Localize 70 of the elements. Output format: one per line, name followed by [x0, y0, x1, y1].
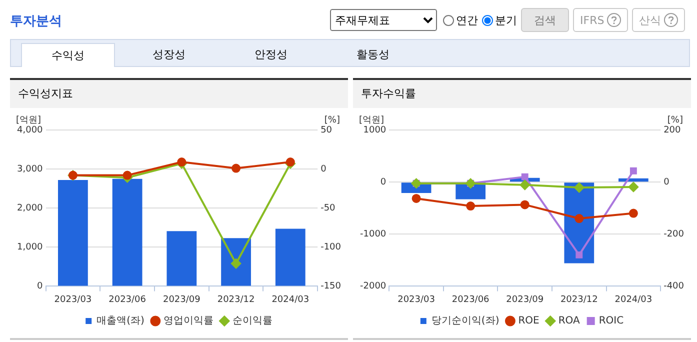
point — [628, 208, 638, 218]
x-tick-label: 2024/03 — [614, 294, 652, 305]
bar — [275, 228, 306, 286]
chart-title: 수익성지표 — [10, 80, 348, 108]
bar — [112, 178, 142, 286]
point — [574, 214, 584, 224]
y-tick-label: 0 — [380, 177, 386, 188]
y-tick-label: 1,000 — [17, 242, 44, 252]
legend-label: 당기순이익(좌) — [431, 316, 500, 327]
text: 수익성 — [21, 43, 115, 67]
text: 검색 — [521, 8, 569, 32]
point — [232, 164, 241, 173]
x-tick-label: 2023/03 — [398, 294, 435, 305]
y2-tick-label: -150 — [320, 282, 342, 292]
x-tick-label: 2023/12 — [217, 294, 255, 305]
text: 성장성 — [152, 47, 186, 63]
y-tick-label: -1000 — [360, 229, 386, 240]
legend-label: 영업이익률 — [163, 316, 214, 327]
y2-tick-label: 200 — [664, 125, 682, 136]
y-axis-title: [억원] — [359, 115, 384, 126]
x-tick-label: 2023/09 — [506, 294, 544, 305]
y2-axis-title: [%] — [667, 115, 683, 126]
legend-label: 매출액(좌) — [96, 316, 144, 327]
legend-label: ROA — [558, 316, 580, 327]
legend-label: ROIC — [598, 316, 624, 327]
y2-tick-label: 0 — [664, 177, 670, 188]
y2-tick-label: 50 — [320, 125, 332, 136]
point — [466, 202, 476, 211]
x-tick-label: 2023/03 — [54, 294, 92, 305]
text: IFRS — [573, 8, 628, 32]
point — [520, 200, 530, 210]
text: 산식 — [632, 8, 686, 32]
y2-tick-label: -200 — [664, 229, 684, 240]
text: 연간 — [455, 12, 478, 28]
x-tick-label: 2024/03 — [272, 294, 310, 305]
text: 안정성 — [254, 47, 288, 63]
x-tick-label: 2023/12 — [560, 294, 598, 305]
y-tick-label: 1000 — [363, 125, 386, 136]
point — [122, 170, 132, 180]
y-axis-title: [억원] — [16, 115, 42, 126]
legend-label: ROE — [518, 316, 540, 327]
y2-tick-label: -400 — [664, 282, 684, 292]
text: 주재무제표 — [330, 9, 437, 31]
text: 분기 — [494, 12, 517, 28]
point — [574, 182, 584, 193]
point — [628, 182, 638, 192]
y2-tick-label: 0 — [320, 164, 327, 174]
y2-tick-label: -50 — [320, 203, 336, 214]
point — [231, 258, 242, 269]
point — [521, 173, 528, 180]
text: 활동성 — [356, 47, 390, 63]
bar — [166, 231, 197, 286]
point — [412, 194, 421, 203]
y-tick-label: 2,000 — [17, 203, 44, 214]
chart-title: 투자수익률 — [353, 80, 691, 108]
point — [520, 180, 530, 190]
y2-axis-title: [%] — [324, 115, 340, 126]
y-tick-label: 0 — [37, 282, 44, 292]
x-tick-label: 2023/06 — [108, 294, 146, 305]
y-tick-label: 4,000 — [17, 125, 44, 136]
y-tick-label: 3,000 — [17, 164, 44, 174]
text: 투자분석 — [10, 13, 62, 30]
x-tick-label: 2023/09 — [162, 294, 201, 305]
y2-tick-label: -100 — [320, 242, 342, 252]
bar — [58, 180, 88, 286]
y-tick-label: -2000 — [360, 282, 386, 292]
x-tick-label: 2023/06 — [452, 294, 490, 305]
legend-label: 순이익률 — [232, 316, 272, 327]
point — [630, 167, 637, 174]
point — [576, 251, 583, 258]
